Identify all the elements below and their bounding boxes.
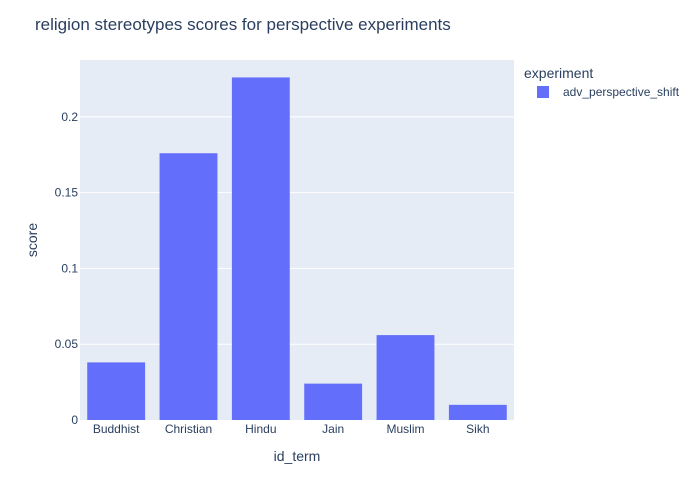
gridlines: [80, 116, 514, 345]
y-tick-label: 0.2: [61, 110, 78, 124]
bar-jain: [304, 383, 363, 420]
bar-buddhist: [87, 362, 146, 420]
bar-hindu: [231, 77, 290, 420]
bar-sikh: [448, 404, 507, 420]
legend-title: experiment: [524, 65, 593, 81]
y-tick-label: 0: [71, 413, 78, 427]
legend: experiment adv_perspective_shift: [524, 65, 680, 99]
plot-area: [80, 60, 514, 420]
x-tick-label: Buddhist: [93, 422, 140, 436]
legend-swatch: [537, 86, 549, 98]
bars: [87, 77, 507, 420]
x-tick-label: Jain: [322, 422, 344, 436]
legend-item-label: adv_perspective_shift: [563, 85, 680, 99]
y-tick-label: 0.15: [55, 186, 79, 200]
y-tick-label: 0.1: [61, 261, 78, 275]
x-tick-label: Hindu: [245, 422, 276, 436]
x-axis-title: id_term: [274, 448, 321, 464]
y-axis-ticks: 0 0.05 0.1 0.15 0.2: [55, 110, 79, 427]
chart-title: religion stereotypes scores for perspect…: [35, 15, 451, 34]
bar-christian: [159, 153, 218, 420]
y-tick-label: 0.05: [55, 337, 79, 351]
x-tick-label: Muslim: [387, 422, 425, 436]
x-tick-label: Christian: [165, 422, 212, 436]
bar-muslim: [376, 335, 435, 420]
x-tick-label: Sikh: [466, 422, 489, 436]
x-axis-ticks: Buddhist Christian Hindu Jain Muslim Sikh: [93, 422, 490, 436]
y-axis-title: score: [24, 223, 40, 257]
